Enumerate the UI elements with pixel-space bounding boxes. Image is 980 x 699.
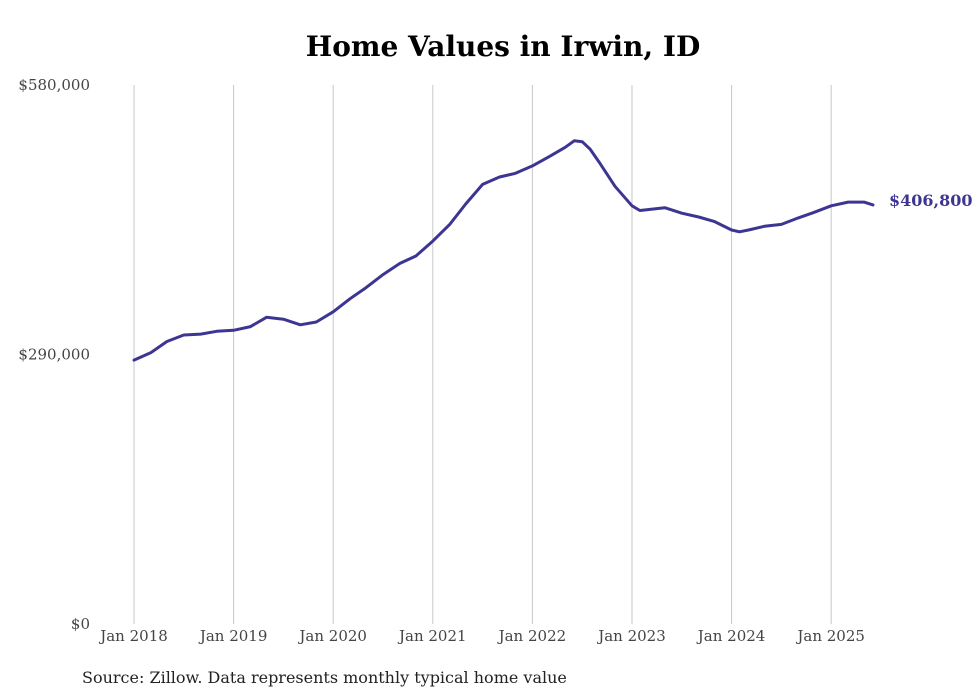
x-tick-label: Jan 2025 (795, 627, 865, 645)
x-tick-label: Jan 2022 (497, 627, 567, 645)
series-group (132, 139, 875, 362)
x-tick-label: Jan 2020 (297, 627, 367, 645)
y-tick-label: $290,000 (18, 346, 90, 364)
end-label-group: $406,800 (889, 191, 973, 210)
x-tick-label: Jan 2021 (397, 627, 467, 645)
y-tick-label: $0 (71, 615, 90, 633)
chart-title: Home Values in Irwin, ID (305, 30, 701, 63)
x-tick-label: Jan 2024 (696, 627, 766, 645)
x-tick-label: Jan 2023 (596, 627, 666, 645)
y-axis: $580,000 $290,000 $0 (18, 76, 90, 633)
x-tick-label: Jan 2018 (98, 627, 168, 645)
source-note: Source: Zillow. Data represents monthly … (82, 668, 567, 687)
grid-lines (133, 85, 832, 624)
x-tick-label: Jan 2019 (198, 627, 268, 645)
y-tick-label: $580,000 (18, 76, 90, 94)
end-value-label: $406,800 (889, 191, 973, 210)
x-axis: Jan 2018 Jan 2019 Jan 2020 Jan 2021 Jan 2022… (98, 627, 865, 645)
series-line (132, 139, 875, 362)
